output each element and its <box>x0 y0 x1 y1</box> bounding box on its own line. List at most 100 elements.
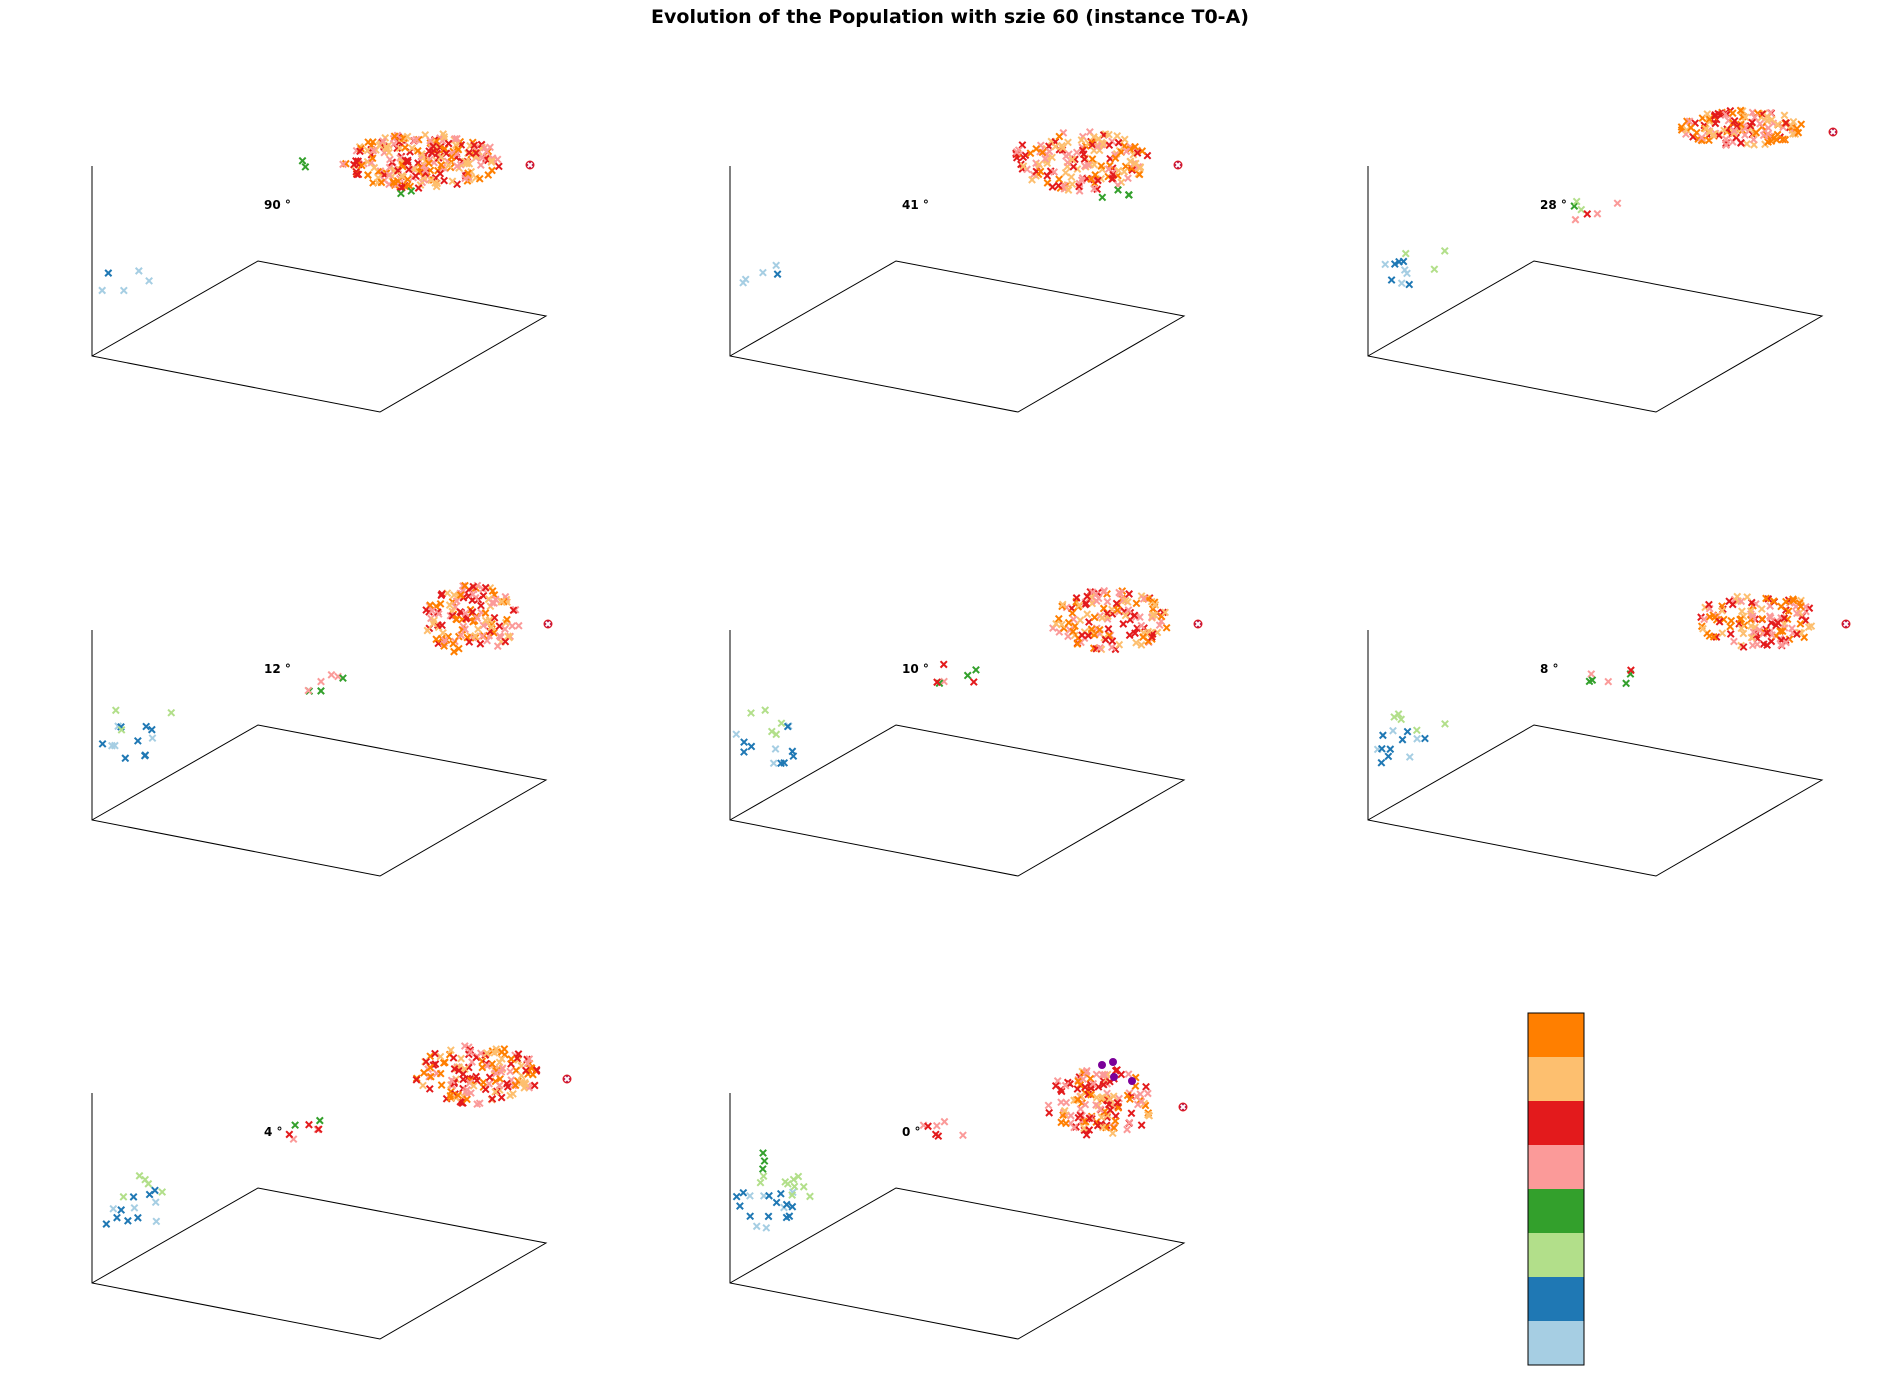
data-point <box>1103 597 1112 606</box>
data-point <box>1728 109 1737 118</box>
data-point <box>390 132 399 141</box>
data-point <box>490 613 499 622</box>
data-point <box>1092 597 1101 605</box>
data-point <box>1061 1081 1070 1090</box>
data-point <box>470 141 479 150</box>
data-point <box>135 1171 144 1180</box>
data-point <box>1143 1089 1152 1098</box>
data-point <box>1093 142 1102 151</box>
data-point <box>473 1100 482 1109</box>
data-point <box>1100 1070 1109 1079</box>
data-point <box>523 1059 532 1068</box>
data-point <box>1078 631 1086 640</box>
subplot-5: 10 ° <box>729 586 1203 877</box>
data-point <box>529 1070 537 1079</box>
data-point <box>1018 141 1027 149</box>
data-point <box>1045 1108 1054 1117</box>
data-point <box>1801 616 1810 625</box>
data-point <box>425 1084 434 1093</box>
data-point <box>783 722 792 731</box>
data-point <box>1378 731 1387 740</box>
data-point <box>449 1053 458 1062</box>
data-point <box>368 138 377 146</box>
angle-label: 41 ° <box>902 198 929 212</box>
data-point <box>453 162 462 171</box>
data-point <box>1727 616 1736 625</box>
data-point <box>1012 148 1021 156</box>
data-point <box>1741 113 1750 122</box>
subplot-3: 28 ° <box>1367 106 1838 413</box>
data-point <box>110 741 119 750</box>
data-point <box>732 1192 741 1201</box>
data-point <box>1711 119 1720 128</box>
data-point <box>151 1198 160 1207</box>
data-point <box>1108 174 1117 183</box>
data-point <box>1110 1124 1118 1132</box>
data-point <box>1570 202 1579 210</box>
data-point <box>1125 590 1134 598</box>
data-point <box>364 171 372 180</box>
data-point <box>456 608 465 616</box>
data-point <box>368 154 377 163</box>
data-point <box>1726 630 1735 638</box>
data-point <box>1142 1082 1150 1091</box>
data-point <box>426 1063 435 1072</box>
data-point <box>1124 1070 1133 1079</box>
data-point <box>98 286 107 295</box>
data-point <box>460 1065 469 1073</box>
data-point <box>765 1191 773 1200</box>
data-point <box>740 748 748 756</box>
data-point <box>1756 119 1764 128</box>
data-point <box>1075 182 1083 191</box>
data-point <box>1683 117 1691 126</box>
data-point <box>1758 615 1767 623</box>
data-point <box>1098 1070 1107 1079</box>
data-point <box>301 162 310 171</box>
data-point <box>1116 589 1125 598</box>
data-point <box>1135 170 1144 179</box>
data-point <box>476 639 485 648</box>
data-point <box>1127 1109 1136 1118</box>
data-point <box>1395 257 1403 266</box>
data-point <box>436 1052 445 1061</box>
data-point <box>503 615 511 624</box>
data-point <box>1622 679 1631 688</box>
data-point <box>752 1222 761 1231</box>
data-point <box>1715 617 1724 626</box>
data-point <box>747 742 756 751</box>
angle-label: 28 ° <box>1540 198 1567 212</box>
data-point <box>1748 612 1757 621</box>
data-point <box>129 1193 138 1201</box>
data-point <box>497 1093 506 1102</box>
data-point <box>799 1182 808 1191</box>
axes-3d-outline <box>1367 630 1824 877</box>
data-point <box>408 144 417 153</box>
data-point <box>422 1057 431 1066</box>
data-point <box>304 686 313 695</box>
data-point <box>1090 184 1098 193</box>
data-point <box>564 1076 570 1082</box>
data-point <box>773 270 782 279</box>
data-point <box>1098 193 1107 202</box>
data-point <box>453 150 461 158</box>
data-point <box>1133 624 1142 633</box>
data-point <box>133 736 142 745</box>
data-point <box>1119 620 1128 628</box>
data-point <box>1593 209 1602 218</box>
data-point <box>520 1083 529 1092</box>
angle-label: 0 ° <box>902 1125 921 1139</box>
data-point <box>472 1072 480 1081</box>
data-point <box>924 1122 932 1131</box>
data-point <box>1064 186 1073 194</box>
data-point <box>121 754 130 763</box>
data-point <box>1604 677 1613 686</box>
data-point <box>1112 599 1121 608</box>
data-point <box>495 622 504 631</box>
data-point <box>1066 1111 1075 1120</box>
data-point <box>487 156 496 165</box>
data-point <box>940 1117 949 1126</box>
data-point <box>1129 150 1138 159</box>
data-point <box>527 162 533 168</box>
data-point <box>1403 727 1412 736</box>
data-point <box>1778 627 1787 636</box>
